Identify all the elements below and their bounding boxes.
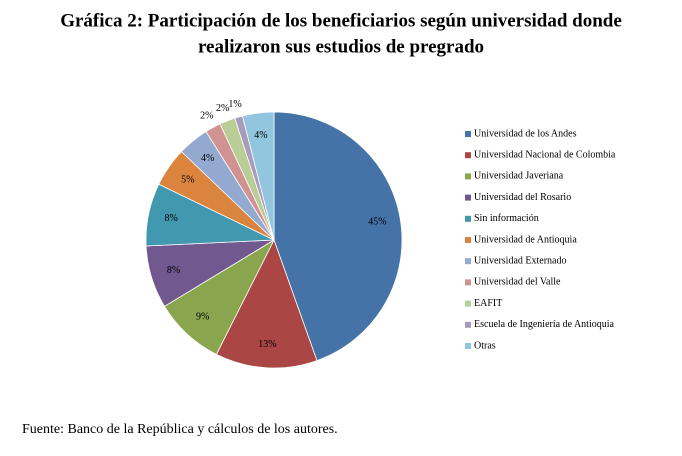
chart-title: Gráfica 2: Participación de los benefici… xyxy=(60,10,622,31)
legend-label: Sin información xyxy=(474,213,539,224)
data-label: 2% xyxy=(200,111,213,122)
data-label: 13% xyxy=(258,339,276,350)
source-note: Fuente: Banco de la República y cálculos… xyxy=(22,422,338,437)
legend-swatch xyxy=(465,343,471,349)
legend-swatch xyxy=(465,173,471,180)
data-label: 8% xyxy=(165,213,178,224)
legend-label: Universidad Externado xyxy=(474,255,566,266)
legend-label: Universidad del Valle xyxy=(474,277,561,288)
data-label: 45% xyxy=(368,216,386,227)
data-label: 4% xyxy=(254,130,267,141)
legend-swatch xyxy=(465,237,471,243)
legend-swatch xyxy=(465,152,471,159)
pie: 45%13%9%8%8%5%4%2%2% 1%4% xyxy=(145,99,403,369)
data-label: 8% xyxy=(167,265,180,276)
legend-swatch xyxy=(465,258,471,265)
data-label: 2% xyxy=(216,103,229,114)
legend-label: Universidad de Antioquia xyxy=(474,234,577,245)
data-label: 1% xyxy=(228,99,241,110)
legend: Universidad de los Andes Universidad Naci… xyxy=(465,128,616,351)
legend-swatch xyxy=(465,194,471,201)
legend-swatch xyxy=(465,131,471,137)
pie-slice xyxy=(273,111,403,362)
legend-label: Otras xyxy=(474,340,496,351)
legend-label: Universidad Javeriana xyxy=(474,171,564,182)
legend-label: EAFIT xyxy=(474,298,502,309)
legend-label: Universidad Nacional de Colombia xyxy=(474,149,616,160)
legend-swatch xyxy=(465,279,471,286)
legend-swatch xyxy=(465,215,471,222)
pie-slice xyxy=(215,238,318,369)
legend-label: Escuela de Ingeniería de Antioquia xyxy=(474,319,615,330)
legend-label: Universidad del Rosario xyxy=(474,192,571,203)
pie-slice xyxy=(241,111,275,241)
chart-subtitle: realizaron sus estudios de pregrado xyxy=(198,36,484,57)
data-label: 9% xyxy=(196,311,209,322)
legend-label: Universidad de los Andes xyxy=(474,128,577,139)
legend-swatch xyxy=(465,300,471,307)
legend-swatch xyxy=(465,321,471,328)
data-label: 5% xyxy=(181,174,194,185)
data-label: 4% xyxy=(201,153,214,164)
